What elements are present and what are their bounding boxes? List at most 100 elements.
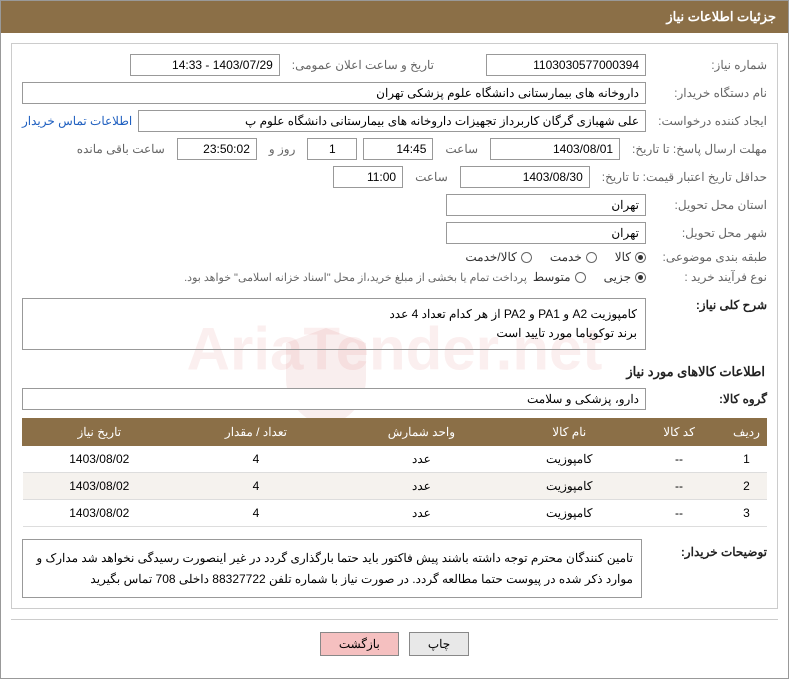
buyer-org-value: داروخانه های بیمارستانی دانشگاه علوم پزش… [22,82,646,104]
announce-value: 1403/07/29 - 14:33 [130,54,280,76]
table-cell: -- [632,500,727,527]
row-price-validity: حداقل تاریخ اعتبار قیمت: تا تاریخ: 1403/… [22,166,767,188]
need-no-label: شماره نیاز: [652,58,767,72]
radio-icon [635,272,646,283]
table-header-cell: واحد شمارش [336,419,507,446]
category-option-0[interactable]: کالا [615,250,646,264]
need-no-value: 1103030577000394 [486,54,646,76]
table-cell: کامپوزیت [507,473,632,500]
table-cell: 1403/08/02 [23,473,177,500]
days-word: روز و [263,142,302,156]
process-option-1[interactable]: متوسط [533,270,586,284]
province-label: استان محل تحویل: [652,198,767,212]
table-header-cell: تاریخ نیاز [23,419,177,446]
form-section: شماره نیاز: 1103030577000394 تاریخ و ساع… [11,43,778,609]
table-cell: کامپوزیت [507,446,632,473]
category-option-2[interactable]: کالا/خدمت [465,250,531,264]
price-time: 11:00 [333,166,403,188]
table-row: 1--کامپوزیتعدد41403/08/02 [23,446,767,473]
buyer-notes-box: تامین کنندگان محترم توجه داشته باشند پیش… [22,539,642,598]
desc-label: شرح کلی نیاز: [652,298,767,312]
table-header-cell: کد کالا [632,419,727,446]
main-container: جزئیات اطلاعات نیاز AriaTender.net شماره… [0,0,789,679]
table-cell: -- [632,473,727,500]
row-category: طبقه بندی موضوعی: کالا خدمت کالا/خدمت [22,250,767,264]
radio-icon [586,252,597,263]
city-label: شهر محل تحویل: [652,226,767,240]
reply-date: 1403/08/01 [490,138,620,160]
table-header-cell: تعداد / مقدار [176,419,336,446]
city-value: تهران [446,222,646,244]
row-requester: ایجاد کننده درخواست: علی شهبازی گرگان کا… [22,110,767,132]
reply-deadline-label: مهلت ارسال پاسخ: تا تاریخ: [626,142,767,156]
radio-label: خدمت [550,250,582,264]
back-button[interactable]: بازگشت [320,632,399,656]
announce-label: تاریخ و ساعت اعلان عمومی: [286,58,440,72]
group-value: دارو، پزشکی و سلامت [22,388,646,410]
row-reply-deadline: مهلت ارسال پاسخ: تا تاریخ: 1403/08/01 سا… [22,138,767,160]
buyer-org-label: نام دستگاه خریدار: [652,86,767,100]
desc-line-1: کامپوزیت A2 و PA1 و PA2 از هر کدام تعداد… [31,305,637,324]
page-title: جزئیات اطلاعات نیاز [666,9,776,24]
buyer-notes-label: توضیحات خریدار: [652,539,767,598]
remaining-word: ساعت باقی مانده [71,142,171,156]
contact-buyer-link[interactable]: اطلاعات تماس خریدار [22,114,132,128]
desc-line-2: برند توکویاما مورد تایید است [31,324,637,343]
requester-value: علی شهبازی گرگان کاربرداز تجهیزات داروخا… [138,110,646,132]
table-cell: 1403/08/02 [23,446,177,473]
radio-icon [635,252,646,263]
row-description: شرح کلی نیاز: کامپوزیت A2 و PA1 و PA2 از… [22,298,767,350]
radio-label: جزیی [604,270,631,284]
category-option-1[interactable]: خدمت [550,250,597,264]
process-option-0[interactable]: جزیی [604,270,646,284]
page-title-bar: جزئیات اطلاعات نیاز [1,1,788,33]
time-word-1: ساعت [439,142,484,156]
province-value: تهران [446,194,646,216]
price-valid-label: حداقل تاریخ اعتبار قیمت: تا تاریخ: [596,170,767,184]
category-label: طبقه بندی موضوعی: [652,250,767,264]
requester-label: ایجاد کننده درخواست: [652,114,767,128]
reply-time: 14:45 [363,138,433,160]
process-label: نوع فرآیند خرید : [652,270,767,284]
table-cell: 2 [727,473,767,500]
table-header-cell: ردیف [727,419,767,446]
radio-icon [575,272,586,283]
time-word-2: ساعت [409,170,454,184]
table-cell: کامپوزیت [507,500,632,527]
row-process: نوع فرآیند خرید : جزییمتوسط پرداخت تمام … [22,270,767,284]
table-cell: 3 [727,500,767,527]
price-date: 1403/08/30 [460,166,590,188]
items-table: ردیفکد کالانام کالاواحد شمارشتعداد / مقد… [22,418,767,527]
table-row: 3--کامپوزیتعدد41403/08/02 [23,500,767,527]
table-cell: 4 [176,473,336,500]
table-header-row: ردیفکد کالانام کالاواحد شمارشتعداد / مقد… [23,419,767,446]
row-group: گروه کالا: دارو، پزشکی و سلامت [22,388,767,410]
days-count: 1 [307,138,357,160]
print-button[interactable]: چاپ [409,632,469,656]
radio-icon [521,252,532,263]
table-cell: 1 [727,446,767,473]
buyer-notes-row: توضیحات خریدار: تامین کنندگان محترم توجه… [22,539,767,598]
table-cell: عدد [336,500,507,527]
row-buyer-org: نام دستگاه خریدار: داروخانه های بیمارستا… [22,82,767,104]
table-cell: -- [632,446,727,473]
radio-label: کالا/خدمت [465,250,516,264]
table-header-cell: نام کالا [507,419,632,446]
group-label: گروه کالا: [652,392,767,406]
row-city: شهر محل تحویل: تهران [22,222,767,244]
table-cell: 4 [176,446,336,473]
items-section-title: اطلاعات کالاهای مورد نیاز [24,364,765,380]
table-row: 2--کامپوزیتعدد41403/08/02 [23,473,767,500]
table-body: 1--کامپوزیتعدد41403/08/022--کامپوزیتعدد4… [23,446,767,527]
table-cell: 4 [176,500,336,527]
button-row: چاپ بازگشت [11,619,778,668]
desc-box: کامپوزیت A2 و PA1 و PA2 از هر کدام تعداد… [22,298,646,350]
row-need-number: شماره نیاز: 1103030577000394 تاریخ و ساع… [22,54,767,76]
process-radio-group: جزیی متوسط [533,270,646,284]
radio-label: متوسط [533,270,571,284]
content-area: AriaTender.net شماره نیاز: 1103030577000… [1,33,788,678]
category-radio-group: کالا خدمت کالا/خدمت [465,250,646,264]
row-province: استان محل تحویل: تهران [22,194,767,216]
countdown-timer: 23:50:02 [177,138,257,160]
table-cell: 1403/08/02 [23,500,177,527]
